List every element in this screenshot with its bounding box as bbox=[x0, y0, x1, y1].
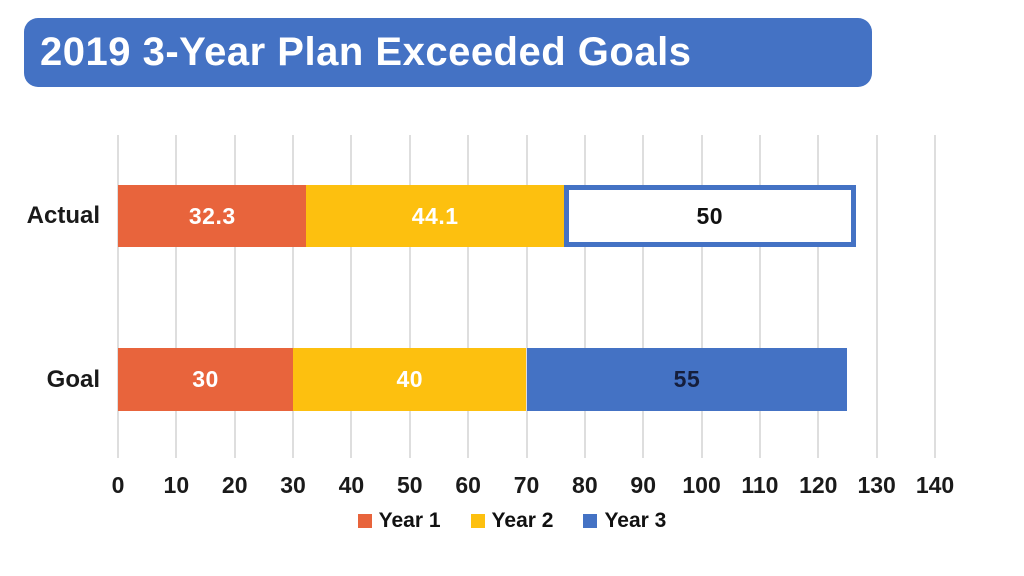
gridline bbox=[233, 135, 236, 458]
legend-label: Year 3 bbox=[604, 509, 667, 532]
bar-segment-value: 40 bbox=[396, 366, 424, 392]
axis-tick-label: 100 bbox=[682, 472, 721, 498]
bar-segment: 40 bbox=[293, 348, 527, 411]
legend-item: Year 2 bbox=[470, 509, 554, 533]
bar-segment: 32.3 bbox=[118, 185, 307, 247]
legend-swatch bbox=[583, 514, 598, 528]
gridline bbox=[292, 135, 295, 458]
gridline bbox=[642, 135, 645, 458]
bar-segment: 50 bbox=[563, 185, 856, 247]
gridline bbox=[525, 135, 528, 458]
axis-tick-label: 10 bbox=[163, 472, 190, 498]
gridline bbox=[583, 135, 586, 458]
axis-tick-label: 120 bbox=[799, 472, 838, 498]
axis-tick-label: 80 bbox=[572, 472, 598, 498]
page-title: 2019 3-Year Plan Exceeded Goals bbox=[40, 30, 692, 74]
chart-legend: Year 1 Year 2 Year 3 bbox=[0, 509, 1024, 533]
axis-tick-label: 40 bbox=[338, 472, 365, 498]
legend-swatch bbox=[470, 514, 485, 528]
axis-tick-label: 30 bbox=[280, 472, 306, 498]
category-label: Actual bbox=[26, 202, 100, 229]
legend-label: Year 2 bbox=[491, 509, 554, 532]
legend-label: Year 1 bbox=[378, 509, 441, 532]
bar-segment-value: 44.1 bbox=[411, 202, 459, 229]
title-banner: 2019 3-Year Plan Exceeded Goals bbox=[24, 18, 872, 87]
category-label: Goal bbox=[46, 365, 100, 393]
bar-segment: 55 bbox=[526, 348, 848, 411]
axis-tick-label: 60 bbox=[455, 472, 481, 498]
gridline bbox=[350, 135, 353, 458]
legend-item: Year 3 bbox=[583, 509, 666, 533]
axis-tick-label: 130 bbox=[857, 472, 896, 498]
bar-segment-value: 32.3 bbox=[188, 202, 236, 229]
gridline bbox=[934, 135, 936, 458]
gridline bbox=[817, 135, 820, 458]
legend-swatch bbox=[357, 514, 372, 528]
bar-segment-value: 55 bbox=[673, 366, 701, 392]
gridline bbox=[175, 135, 178, 458]
axis-tick-label: 50 bbox=[396, 472, 423, 498]
legend-item: Year 1 bbox=[357, 509, 441, 533]
bar-segment: 30 bbox=[118, 348, 294, 411]
gridline bbox=[700, 135, 703, 458]
axis-tick-label: 110 bbox=[741, 472, 779, 498]
bar-segment: 44.1 bbox=[306, 185, 564, 247]
gridline bbox=[758, 135, 761, 458]
bar-segment-value: 50 bbox=[696, 202, 724, 229]
gridline bbox=[875, 135, 878, 458]
axis-tick-label: 0 bbox=[111, 472, 125, 498]
axis-tick-label: 20 bbox=[221, 472, 248, 498]
axis-tick-label: 140 bbox=[915, 472, 955, 498]
gridline bbox=[467, 135, 470, 458]
axis-tick-label: 70 bbox=[513, 472, 540, 498]
bar-segment-value: 30 bbox=[192, 366, 219, 392]
gridline bbox=[408, 135, 411, 458]
axis-tick-label: 90 bbox=[630, 472, 656, 498]
gridline bbox=[117, 135, 119, 458]
